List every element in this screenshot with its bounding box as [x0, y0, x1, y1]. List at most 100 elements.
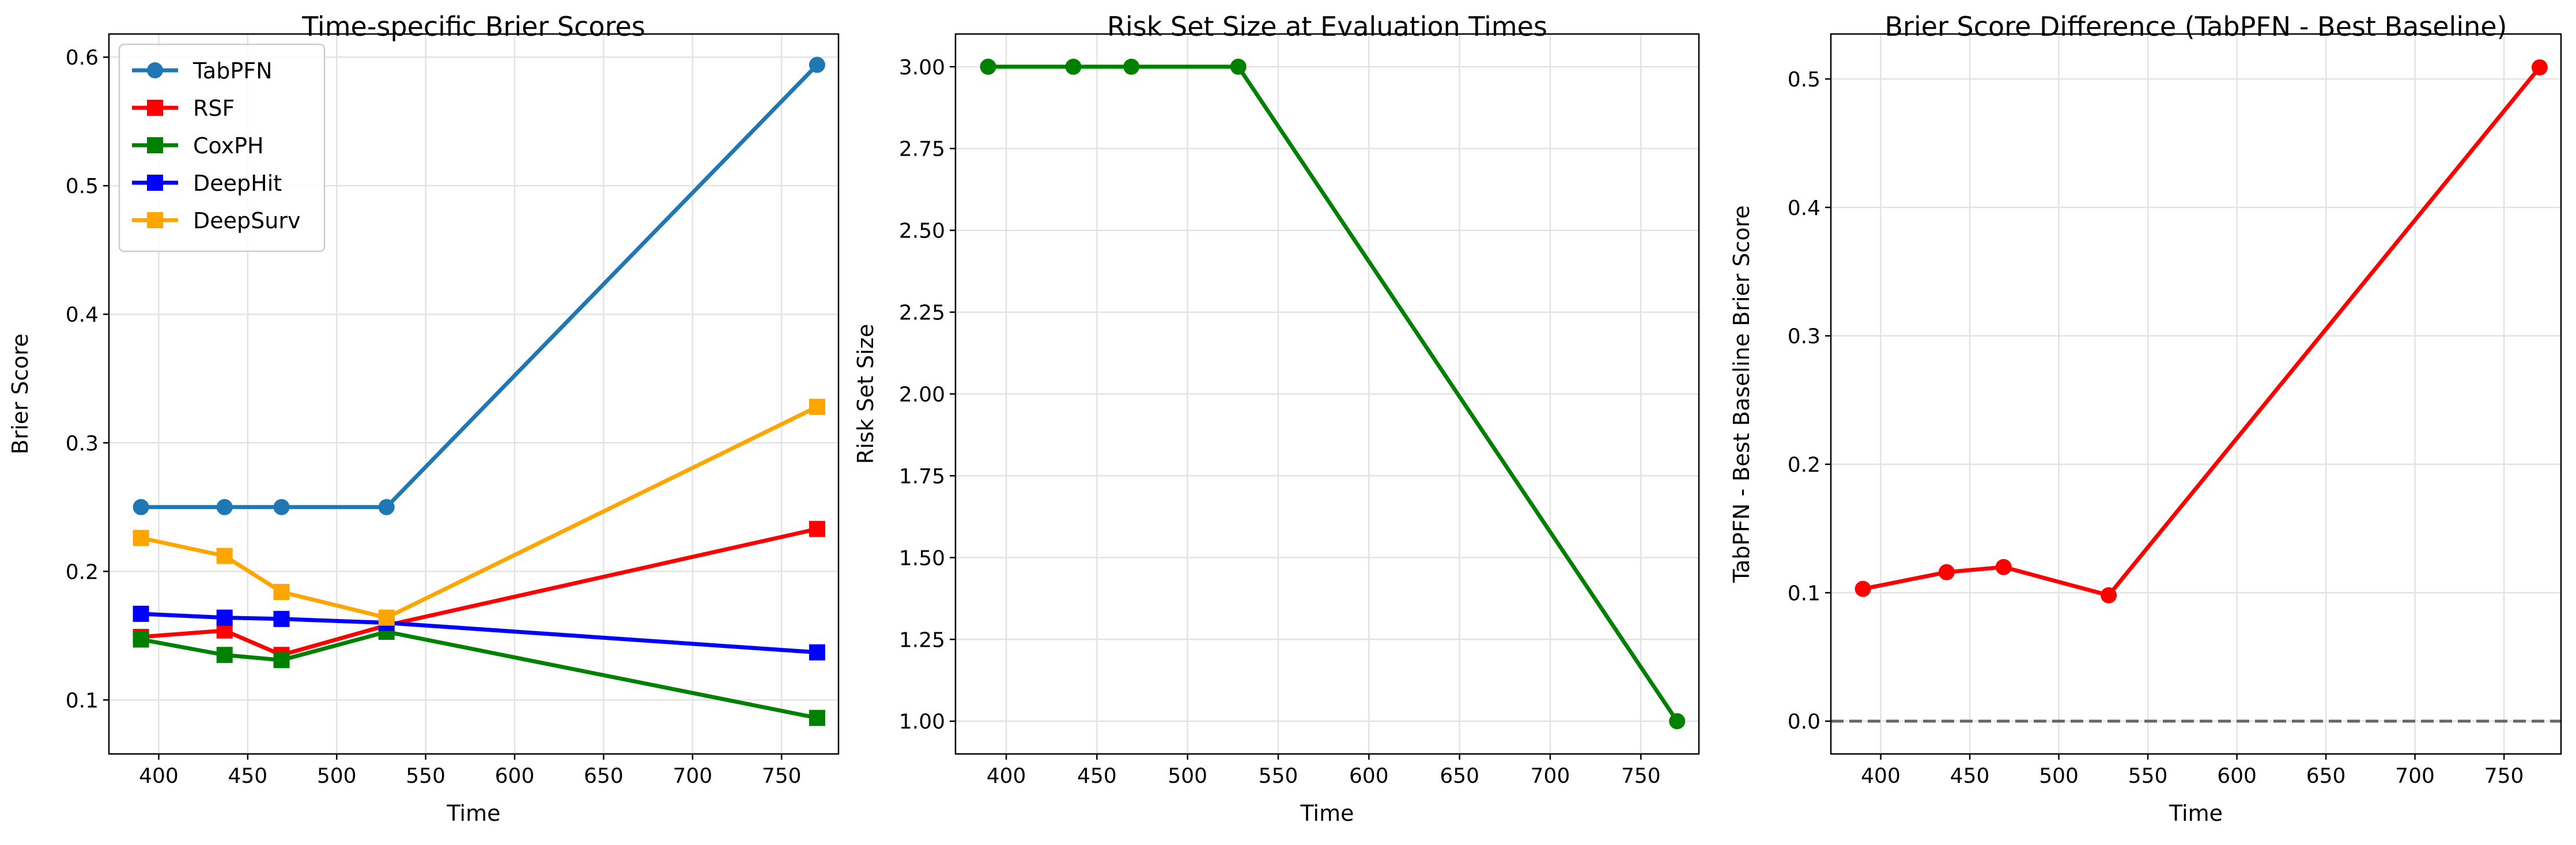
chart-3-x-tick-label: 700: [2395, 764, 2435, 788]
chart-2-title: Risk Set Size at Evaluation Times: [1107, 11, 1547, 42]
chart-2-y-tick-label: 1.00: [899, 710, 945, 734]
chart-3-y-tick-label: 0.2: [1788, 454, 1820, 477]
chart-2-x-tick-label: 600: [1349, 764, 1389, 788]
chart-3-y-tick-label: 0.0: [1788, 710, 1820, 734]
chart-2-x-tick-label: 450: [1077, 764, 1117, 788]
chart-1-legend-label: TabPFN: [192, 58, 273, 84]
chart-1-legend-label: CoxPH: [193, 133, 264, 159]
chart-2-data-point: [980, 58, 996, 75]
chart-1-x-tick-label: 450: [228, 764, 267, 788]
chart-2-x-axis-label: Time: [1300, 801, 1354, 826]
chart-1-plot-frame: [108, 33, 840, 755]
chart-2-y-tick-label: 2.00: [899, 383, 945, 407]
chart-1-data-point: [273, 499, 290, 515]
chart-1-legend-marker: [147, 175, 163, 191]
chart-2-y-tick-label: 2.50: [899, 220, 945, 243]
chart-3-data-point: [1995, 559, 2012, 575]
chart-1-x-tick-label: 500: [317, 764, 357, 788]
chart-2-y-tick-label: 2.75: [899, 138, 945, 161]
chart-2-x-tick-label: 650: [1440, 764, 1479, 788]
chart-1-legend-box: [118, 43, 326, 252]
chart-1-y-tick-label: 0.2: [66, 560, 99, 584]
chart-2-y-axis-label: Risk Set Size: [853, 324, 878, 464]
chart-2-y-tick-label: 2.25: [899, 301, 945, 325]
chart-1-data-point: [378, 499, 395, 515]
chart-3-data-point: [1938, 564, 1955, 580]
chart-3-x-tick-label: 750: [2484, 764, 2524, 788]
chart-2: 400 450 500 550 600 650 700 750 1.00 1.25 1.50 1.75…: [853, 11, 1700, 826]
chart-1-data-point: [133, 499, 149, 515]
chart-2-data-point: [1123, 58, 1140, 75]
chart-3-x-tick-label: 450: [1950, 764, 1990, 788]
chart-3-y-axis-label: TabPFN - Best Baseline Brier Score: [1729, 205, 1754, 583]
chart-1-data-point: [216, 609, 233, 626]
chart-1-legend-label: DeepHit: [193, 171, 282, 196]
chart-1-data-point: [133, 530, 149, 546]
chart-1-data-point: [809, 520, 825, 537]
chart-1-x-tick-label: 600: [495, 764, 535, 788]
chart-1-data-point: [216, 647, 233, 663]
chart-1-y-tick-label: 0.4: [66, 303, 99, 327]
chart-2-data-point: [1230, 58, 1247, 75]
chart-2-x-tick-label: 500: [1168, 764, 1207, 788]
chart-1-x-tick-label: 400: [139, 764, 179, 788]
chart-3-x-axis-label: Time: [2169, 801, 2223, 826]
chart-1-y-tick-label: 0.6: [66, 46, 99, 70]
chart-1-title: Time-specific Brier Scores: [301, 11, 645, 42]
chart-1-data-point: [133, 605, 149, 622]
chart-1-data-point: [216, 499, 233, 515]
chart-1-data-point: [273, 583, 290, 600]
chart-1-data-point: [809, 398, 825, 415]
chart-2-x-tick-label: 550: [1259, 764, 1298, 788]
chart-3-data-point: [2531, 59, 2548, 76]
chart-3-plot-frame: [1830, 33, 2562, 755]
chart-1-x-axis-label: Time: [447, 801, 501, 826]
chart-2-data-point: [1669, 713, 1686, 730]
chart-1-data-point: [809, 56, 825, 73]
chart-1-legend-marker: [147, 212, 163, 228]
chart-3: 400 450 500 550 600 650 700 750 0.0 0.1 0.2 0.3 0.4 0…: [1729, 11, 2562, 826]
chart-3-y-tick-label: 0.5: [1788, 68, 1820, 92]
chart-3-title: Brier Score Difference (TabPFN - Best Ba…: [1884, 11, 2507, 42]
chart-1-legend-marker: [147, 100, 163, 116]
chart-3-y-tick-label: 0.3: [1788, 325, 1820, 349]
chart-1-legend-marker: [147, 62, 163, 78]
chart-2-y-tick-label: 1.50: [899, 546, 945, 570]
chart-3-x-tick-label: 550: [2128, 764, 2168, 788]
chart-3-data-point: [1854, 580, 1871, 597]
chart-1-data-point: [809, 644, 825, 661]
chart-1-data-point: [378, 609, 395, 626]
chart-3-y-tick-label: 0.4: [1788, 197, 1820, 220]
chart-1-x-tick-label: 550: [406, 764, 445, 788]
chart-1-y-axis-label: Brier Score: [7, 334, 33, 455]
chart-1-x-tick-label: 650: [584, 764, 624, 788]
chart-1-x-tick-label: 750: [762, 764, 802, 788]
chart-1-legend: TabPFN RSF CoxPH DeepHit DeepSurv: [118, 43, 326, 252]
chart-3-x-tick-label: 400: [1861, 764, 1901, 788]
chart-1-data-point: [809, 710, 825, 726]
chart-1: 400 450 500 550 600 650 700 750 0.1 0.2 0.3 0.4 0.5 0…: [7, 11, 840, 826]
chart-2-y-tick-label: 1.75: [899, 465, 945, 488]
chart-3-x-tick-label: 500: [2039, 764, 2079, 788]
chart-1-legend-marker: [147, 137, 163, 153]
chart-1-legend-label: RSF: [193, 96, 235, 121]
chart-1-data-point: [273, 652, 290, 669]
chart-2-x-tick-label: 700: [1531, 764, 1570, 788]
chart-2-x-tick-label: 400: [987, 764, 1026, 788]
chart-1-legend-label: DeepSurv: [193, 208, 300, 233]
chart-3-data-point: [2101, 587, 2117, 603]
chart-3-x-tick-label: 600: [2217, 764, 2257, 788]
chart-1-data-point: [216, 548, 233, 564]
chart-1-data-point: [133, 631, 149, 648]
chart-1-y-tick-label: 0.5: [66, 175, 99, 198]
chart-1-data-point: [273, 610, 290, 627]
chart-2-y-tick-label: 3.00: [899, 56, 945, 80]
chart-2-data-point: [1065, 58, 1082, 75]
chart-3-y-tick-label: 0.1: [1788, 582, 1820, 605]
chart-2-x-tick-label: 750: [1621, 764, 1661, 788]
chart-2-y-tick-label: 1.25: [899, 628, 945, 652]
chart-3-x-tick-label: 650: [2306, 764, 2346, 788]
chart-1-y-tick-label: 0.3: [66, 432, 99, 455]
